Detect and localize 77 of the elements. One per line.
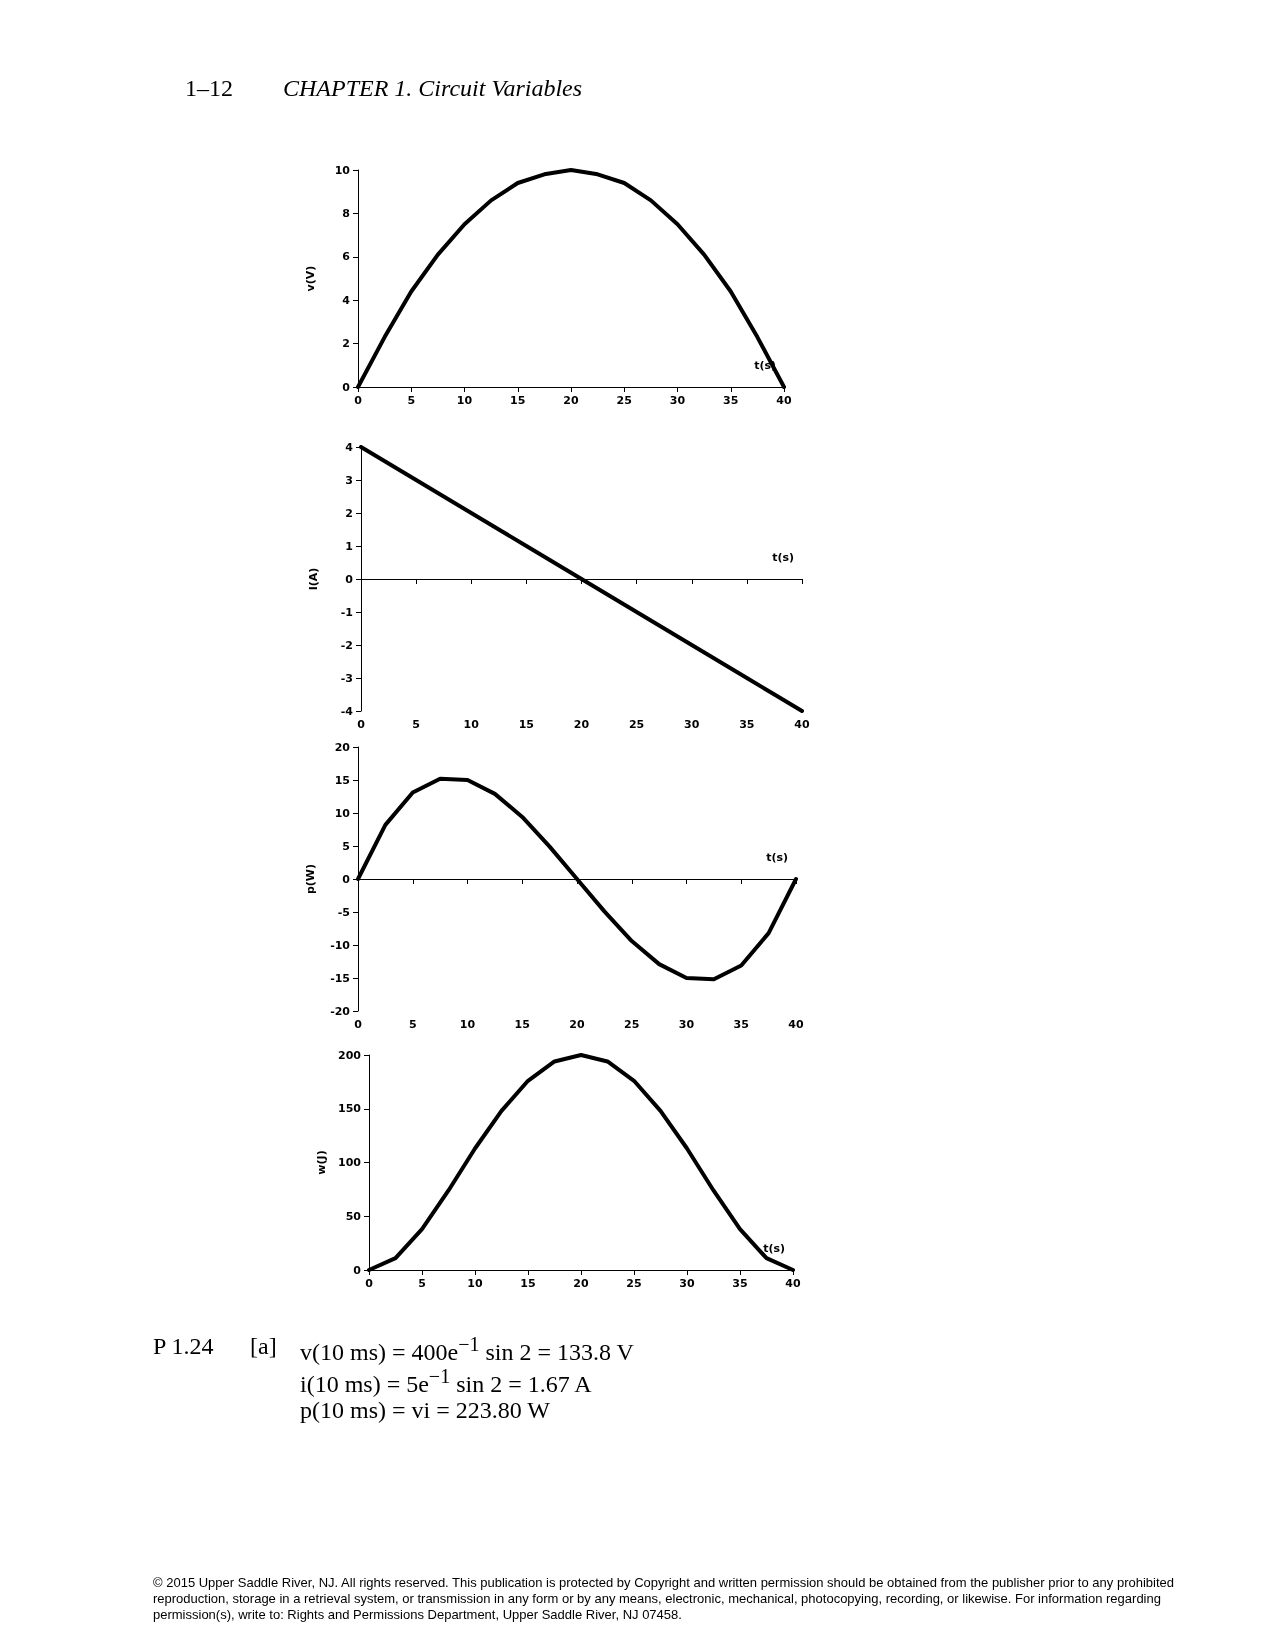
y-axis-title: I(A) — [307, 567, 320, 591]
text: v(10 ms) = 400e$^{−1}$ sin 2 = 133.8 V — [300, 1333, 634, 1366]
y-tick-label: 10 — [334, 163, 351, 177]
x-tick-label: 0 — [365, 1277, 374, 1290]
y-tick-label: -15 — [330, 971, 350, 985]
x-axis-title: t(s) — [763, 1242, 785, 1255]
y-tick-label: -10 — [330, 938, 351, 952]
y-tick-label: 200 — [338, 1048, 362, 1062]
y-axis-title: p(W) — [304, 863, 317, 895]
y-tick-label: -20 — [330, 1004, 351, 1018]
y-tick-label: 0 — [342, 380, 351, 394]
text: CHAPTER 1. Circuit Variables — [283, 75, 583, 102]
y-tick-label: 2 — [345, 506, 353, 520]
y-tick-label: 15 — [334, 773, 350, 787]
x-tick-label: 35 — [723, 394, 739, 407]
y-tick-label: -1 — [340, 605, 353, 619]
y-axis-title: w(J) — [315, 1150, 328, 1175]
x-tick-label: 20 — [573, 718, 590, 731]
x-tick-label: 25 — [628, 718, 645, 731]
y-tick-label: 8 — [342, 206, 350, 220]
x-tick-label: 10 — [456, 394, 473, 407]
x-tick-label: 35 — [732, 1277, 748, 1290]
x-tick-label: 10 — [463, 718, 480, 731]
y-tick-label: 10 — [334, 806, 351, 820]
y-tick-label: -5 — [337, 905, 350, 919]
x-tick-label: 5 — [408, 1018, 417, 1031]
x-tick-label: 30 — [678, 1018, 695, 1031]
y-tick-label: 50 — [345, 1209, 362, 1223]
y-axis-title: v(V) — [304, 265, 317, 292]
x-tick-label: 25 — [624, 1018, 640, 1031]
x-tick-label: 10 — [467, 1277, 483, 1290]
x-axis-title: t(s) — [766, 851, 788, 864]
x-tick-label: 20 — [563, 394, 579, 407]
y-tick-label: 1 — [345, 539, 353, 553]
text: i(10 ms) = 5e$^{−1}$ sin 2 = 1.67 A — [300, 1365, 592, 1398]
text: P 1.24 — [153, 1333, 214, 1360]
x-tick-label: 20 — [573, 1277, 589, 1290]
y-tick-label: 20 — [334, 740, 351, 754]
x-tick-label: 40 — [785, 1277, 801, 1290]
y-tick-label: 0 — [342, 872, 351, 886]
y-tick-label: 6 — [342, 250, 351, 264]
y-tick-label: 5 — [342, 839, 350, 853]
text: p(10 ms) = vi = 223.80 W — [300, 1397, 550, 1424]
x-tick-label: 20 — [569, 1018, 585, 1031]
x-tick-label: 40 — [794, 718, 810, 731]
y-tick-label: -2 — [340, 638, 353, 652]
x-tick-label: 5 — [418, 1277, 426, 1290]
y-tick-label: 2 — [342, 337, 350, 351]
y-tick-label: 4 — [345, 440, 354, 454]
x-tick-label: 5 — [412, 718, 420, 731]
y-tick-label: 150 — [338, 1102, 362, 1116]
x-tick-label: 30 — [684, 718, 700, 731]
y-tick-label: 0 — [345, 572, 354, 586]
y-tick-label: 100 — [338, 1156, 362, 1169]
x-tick-label: 5 — [407, 394, 416, 407]
x-tick-label: 15 — [514, 1018, 530, 1031]
x-tick-label: 40 — [776, 394, 792, 407]
x-tick-label: 10 — [459, 1018, 476, 1031]
x-tick-label: 15 — [510, 394, 526, 407]
x-tick-label: 30 — [669, 394, 686, 407]
y-tick-label: -3 — [340, 671, 353, 685]
y-tick-label: 0 — [353, 1263, 362, 1277]
x-tick-label: 35 — [739, 718, 755, 731]
x-axis-title: t(s) — [772, 551, 794, 564]
x-tick-label: 30 — [679, 1277, 695, 1290]
y-tick-label: -4 — [340, 704, 354, 718]
text: © 2015 Upper Saddle River, NJ. All rights reserved. This publication is protected by Copyright and written permission should be obtained from the publisher prior to any prohibited reproduction, storage in a retrieval system, or transmission in any form or by any means, electronic, mechanical, photocopying, recording, or likewise. For information regarding permission(s), write to: Rights and Permissions Department, Upper Saddle River, NJ 07458. — [153, 1575, 1175, 1623]
x-tick-label: 25 — [626, 1277, 642, 1290]
x-tick-label: 40 — [788, 1018, 804, 1031]
y-tick-label: 4 — [342, 293, 351, 307]
text: 1–12 — [185, 75, 233, 102]
text: [a] — [250, 1333, 277, 1360]
x-tick-label: 15 — [518, 718, 535, 731]
x-tick-label: 15 — [520, 1277, 536, 1290]
y-tick-label: 3 — [345, 473, 353, 487]
x-tick-label: 25 — [616, 394, 632, 407]
x-tick-label: 35 — [733, 1018, 749, 1031]
